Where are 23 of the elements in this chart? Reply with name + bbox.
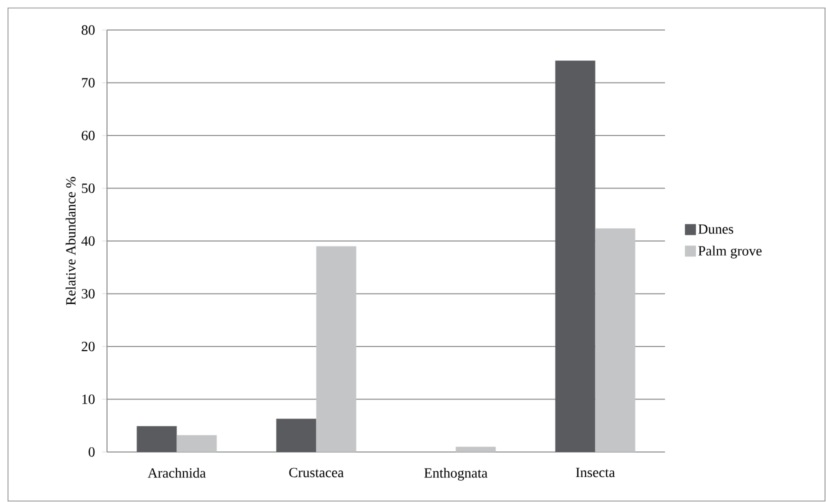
bar bbox=[555, 60, 596, 452]
legend-label: Palm grove bbox=[698, 246, 762, 258]
y-tick-label: 20 bbox=[82, 342, 95, 352]
y-tick-label: 50 bbox=[82, 184, 95, 193]
bar bbox=[276, 418, 316, 452]
bar bbox=[316, 246, 356, 452]
y-tick-label: 30 bbox=[82, 289, 95, 298]
bar bbox=[595, 228, 636, 452]
y-tick-label: 40 bbox=[81, 236, 95, 246]
y-tick-label: 70 bbox=[82, 78, 95, 88]
y-tick-label: 0 bbox=[88, 447, 95, 457]
x-tick-label: Insecta bbox=[576, 468, 615, 478]
y-tick-label: 80 bbox=[82, 25, 95, 35]
x-tick-label: Crustacea bbox=[289, 468, 344, 478]
bar bbox=[176, 435, 217, 452]
y-axis-title: Relative Abundance % bbox=[66, 176, 76, 306]
x-tick-label: Arachnida bbox=[148, 468, 206, 478]
bar bbox=[136, 426, 177, 452]
legend-label: Dunes bbox=[698, 224, 734, 234]
y-tick-label: 60 bbox=[82, 130, 95, 140]
y-tick-label: 10 bbox=[82, 394, 95, 404]
x-tick-label: Enthognata bbox=[424, 468, 488, 481]
bar bbox=[456, 446, 496, 452]
